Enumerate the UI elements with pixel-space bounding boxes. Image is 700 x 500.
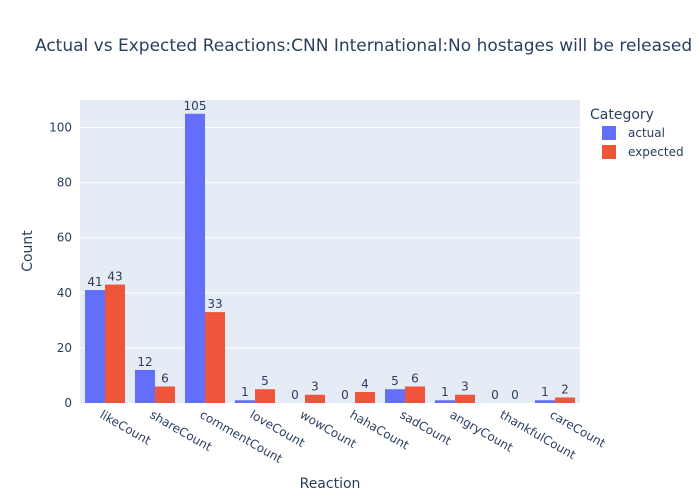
- bar-expected-careCount[interactable]: [555, 397, 575, 403]
- x-tick-labels: likeCountshareCountcommentCountloveCount…: [98, 407, 609, 466]
- bar-label: 3: [461, 380, 469, 394]
- bar-label: 1: [541, 385, 549, 399]
- bar-label: 12: [137, 355, 152, 369]
- bar-actual-likeCount[interactable]: [85, 290, 105, 403]
- grid: [80, 127, 580, 349]
- bar-label: 33: [207, 297, 222, 311]
- bar-label: 6: [411, 371, 419, 385]
- bar-label: 1: [241, 385, 249, 399]
- bar-label: 0: [291, 388, 299, 402]
- legend-swatch-actual[interactable]: [602, 126, 616, 140]
- bar-label: 4: [361, 377, 369, 391]
- bar-label: 1: [441, 385, 449, 399]
- legend-title: Category: [590, 107, 654, 123]
- bar-actual-commentCount[interactable]: [185, 113, 205, 403]
- y-axis-title: Count: [20, 230, 36, 272]
- bar-label: 43: [107, 270, 122, 284]
- bar-label: 0: [491, 388, 499, 402]
- bar-label: 41: [87, 275, 102, 289]
- legend[interactable]: Category actual expected: [590, 107, 684, 159]
- bars: [85, 113, 575, 403]
- bar-label: 105: [184, 99, 207, 113]
- y-tick-label: 80: [57, 176, 72, 190]
- bar-label: 2: [561, 382, 569, 396]
- bar-label: 6: [161, 371, 169, 385]
- chart-title: Actual vs Expected Reactions:CNN Interna…: [35, 36, 692, 56]
- bar-actual-angryCount[interactable]: [435, 400, 455, 403]
- bar-expected-likeCount[interactable]: [105, 284, 125, 403]
- bar-label: 0: [511, 388, 519, 402]
- y-tick-label: 100: [49, 121, 72, 135]
- bar-label: 0: [341, 388, 349, 402]
- legend-label-actual[interactable]: actual: [628, 126, 665, 140]
- bar-label: 5: [261, 374, 269, 388]
- bar-expected-commentCount[interactable]: [205, 312, 225, 403]
- bar-expected-shareCount[interactable]: [155, 386, 175, 403]
- bar-expected-angryCount[interactable]: [455, 394, 475, 403]
- y-tick-labels: 0 20 40 60 80 100: [49, 121, 72, 410]
- bar-actual-sadCount[interactable]: [385, 389, 405, 403]
- x-axis-title: Reaction: [300, 476, 361, 492]
- y-tick-label: 20: [57, 341, 72, 355]
- bar-actual-shareCount[interactable]: [135, 369, 155, 403]
- bar-expected-wowCount[interactable]: [305, 394, 325, 403]
- bar-actual-loveCount[interactable]: [235, 400, 255, 403]
- bar-label: 5: [391, 374, 399, 388]
- y-tick-label: 40: [57, 286, 72, 300]
- bar-expected-sadCount[interactable]: [405, 386, 425, 403]
- bar-expected-loveCount[interactable]: [255, 389, 275, 403]
- x-tick-label: likeCount: [98, 407, 154, 447]
- plot-background: [80, 100, 580, 403]
- legend-label-expected[interactable]: expected: [628, 145, 684, 159]
- bar-actual-careCount[interactable]: [535, 400, 555, 403]
- y-tick-label: 0: [64, 396, 72, 410]
- bar-label: 3: [311, 380, 319, 394]
- y-tick-label: 60: [57, 231, 72, 245]
- x-tick-label: commentCount: [198, 407, 285, 466]
- bar-expected-hahaCount[interactable]: [355, 391, 375, 403]
- legend-swatch-expected[interactable]: [602, 145, 616, 159]
